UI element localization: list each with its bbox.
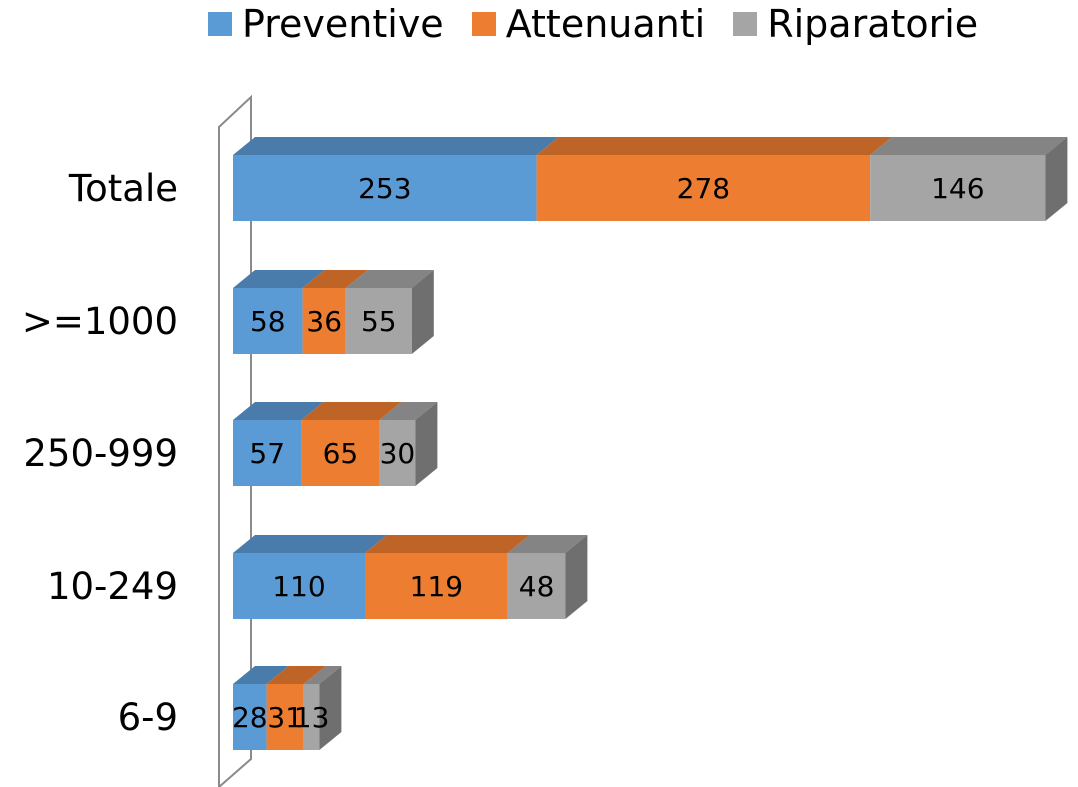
bar-segment-preventive xyxy=(233,288,303,354)
bar-top-riparatorie xyxy=(379,402,438,420)
data-label-riparatorie: 48 xyxy=(519,570,555,603)
data-label-attenuanti: 31 xyxy=(267,701,303,734)
bar-top-attenuanti xyxy=(365,535,530,553)
bar-segment-preventive xyxy=(233,684,267,750)
legend-item-attenuanti: Attenuanti xyxy=(471,2,706,46)
bar-segment-preventive xyxy=(233,420,302,486)
category-label: 10-249 xyxy=(47,565,178,608)
bar-segment-riparatorie xyxy=(870,155,1046,221)
bar-top-attenuanti xyxy=(266,666,326,684)
data-label-riparatorie: 55 xyxy=(361,305,397,338)
data-label-riparatorie: 146 xyxy=(931,172,984,205)
bar-segment-attenuanti xyxy=(302,288,346,354)
data-label-preventive: 58 xyxy=(250,305,286,338)
bar-top-preventive xyxy=(233,270,325,288)
category-label: 6-9 xyxy=(118,696,178,739)
bar-segment-riparatorie xyxy=(379,420,416,486)
bar-top-preventive xyxy=(233,666,289,684)
data-label-attenuanti: 65 xyxy=(323,437,359,470)
bar-segment-preventive xyxy=(233,155,537,221)
bar-side-riparatorie xyxy=(411,270,434,354)
bar-side-riparatorie xyxy=(565,535,588,619)
data-label-riparatorie: 13 xyxy=(294,701,330,734)
legend-label-attenuanti: Attenuanti xyxy=(505,2,706,46)
bar-segment-attenuanti xyxy=(536,155,871,221)
legend: Preventive Attenuanti Riparatorie xyxy=(208,2,978,46)
bar-top-preventive xyxy=(233,402,324,420)
bar-top-preventive xyxy=(233,535,387,553)
data-label-preventive: 253 xyxy=(358,172,411,205)
data-label-preventive: 28 xyxy=(232,701,268,734)
bar-segment-riparatorie xyxy=(303,684,320,750)
bar-top-attenuanti xyxy=(536,137,893,155)
bar-side-riparatorie xyxy=(415,402,438,486)
bar-top-attenuanti xyxy=(302,270,368,288)
bar-top-riparatorie xyxy=(507,535,588,553)
legend-item-preventive: Preventive xyxy=(208,2,444,46)
bar-top-preventive xyxy=(233,137,559,155)
legend-label-riparatorie: Riparatorie xyxy=(767,2,979,46)
category-label: 250-999 xyxy=(23,432,178,475)
bar-segment-attenuanti xyxy=(301,420,380,486)
data-label-riparatorie: 30 xyxy=(380,437,416,470)
legend-label-preventive: Preventive xyxy=(242,2,444,46)
legend-swatch-attenuanti xyxy=(471,12,496,36)
bar-segment-attenuanti xyxy=(266,684,304,750)
data-label-attenuanti: 278 xyxy=(677,172,730,205)
bar-side-riparatorie xyxy=(1045,137,1068,221)
bar-top-riparatorie xyxy=(303,666,342,684)
data-label-preventive: 110 xyxy=(272,570,325,603)
axis-wall xyxy=(218,94,252,787)
bar-segment-riparatorie xyxy=(507,553,566,619)
bar-side-riparatorie xyxy=(319,666,342,750)
data-label-preventive: 57 xyxy=(249,437,285,470)
bar-top-attenuanti xyxy=(301,402,402,420)
bar-top-riparatorie xyxy=(870,137,1068,155)
category-label: >=1000 xyxy=(22,300,178,343)
bar-segment-attenuanti xyxy=(365,553,508,619)
data-label-attenuanti: 119 xyxy=(410,570,463,603)
category-label: Totale xyxy=(68,167,178,210)
legend-item-riparatorie: Riparatorie xyxy=(733,2,978,46)
legend-swatch-riparatorie xyxy=(733,12,758,36)
data-label-attenuanti: 36 xyxy=(306,305,342,338)
bar-segment-preventive xyxy=(233,553,365,619)
bar-segment-riparatorie xyxy=(345,288,412,354)
legend-swatch-preventive xyxy=(208,12,232,36)
bar-top-riparatorie xyxy=(345,270,434,288)
